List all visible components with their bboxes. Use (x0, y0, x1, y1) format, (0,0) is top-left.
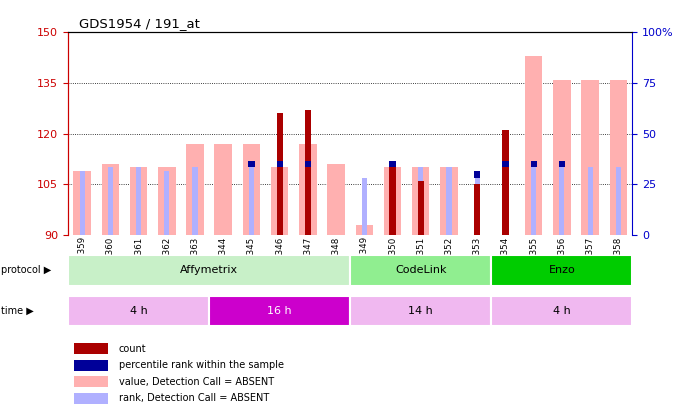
Text: count: count (119, 343, 146, 354)
Bar (130, 167, 148, 235)
Bar (277, 167, 282, 235)
Bar (588, 167, 592, 235)
Bar (277, 161, 283, 167)
Bar (581, 80, 599, 235)
Bar (214, 144, 232, 235)
Bar (108, 167, 113, 235)
Bar (73, 343, 107, 354)
Bar (553, 80, 571, 235)
Text: protocol ▶: protocol ▶ (1, 265, 52, 275)
Bar (560, 167, 564, 235)
Bar (350, 255, 491, 286)
Bar (248, 161, 254, 167)
Text: percentile rank within the sample: percentile rank within the sample (119, 360, 284, 370)
Bar (73, 392, 107, 404)
Bar (390, 161, 396, 167)
Bar (192, 167, 197, 235)
Bar (73, 376, 107, 387)
Bar (525, 56, 543, 235)
Text: 4 h: 4 h (553, 306, 571, 316)
Text: value, Detection Call = ABSENT: value, Detection Call = ABSENT (119, 377, 274, 387)
Bar (384, 167, 401, 235)
Bar (447, 167, 452, 235)
Bar (305, 161, 311, 167)
Text: CodeLink: CodeLink (395, 265, 447, 275)
Bar (327, 164, 345, 235)
Bar (73, 360, 107, 371)
Bar (73, 171, 91, 235)
Bar (440, 167, 458, 235)
Bar (503, 161, 509, 167)
Bar (616, 167, 621, 235)
Bar (491, 255, 632, 286)
Bar (209, 296, 350, 326)
Bar (101, 164, 119, 235)
Bar (491, 296, 632, 326)
Bar (243, 144, 260, 235)
Bar (531, 167, 536, 235)
Bar (362, 177, 367, 235)
Bar (68, 296, 209, 326)
Bar (609, 80, 627, 235)
Text: 14 h: 14 h (409, 306, 433, 316)
Bar (277, 113, 283, 235)
Bar (356, 225, 373, 235)
Bar (299, 144, 317, 235)
Bar (530, 161, 537, 167)
Text: 16 h: 16 h (267, 306, 292, 316)
Text: GDS1954 / 191_at: GDS1954 / 191_at (80, 17, 200, 30)
Bar (186, 144, 204, 235)
Text: Enzo: Enzo (549, 265, 575, 275)
Bar (474, 171, 480, 177)
Text: Affymetrix: Affymetrix (180, 265, 238, 275)
Bar (474, 184, 480, 235)
Bar (418, 181, 424, 235)
Bar (165, 171, 169, 235)
Bar (503, 130, 509, 235)
Bar (271, 167, 288, 235)
Text: time ▶: time ▶ (1, 306, 34, 315)
Text: rank, Detection Call = ABSENT: rank, Detection Call = ABSENT (119, 393, 269, 403)
Bar (68, 255, 350, 286)
Bar (503, 167, 508, 235)
Bar (249, 167, 254, 235)
Bar (390, 167, 396, 235)
Bar (412, 167, 430, 235)
Bar (350, 296, 491, 326)
Bar (418, 167, 423, 235)
Bar (158, 167, 175, 235)
Bar (136, 167, 141, 235)
Text: 4 h: 4 h (130, 306, 148, 316)
Bar (305, 110, 311, 235)
Bar (475, 174, 479, 235)
Bar (80, 171, 84, 235)
Bar (559, 161, 565, 167)
